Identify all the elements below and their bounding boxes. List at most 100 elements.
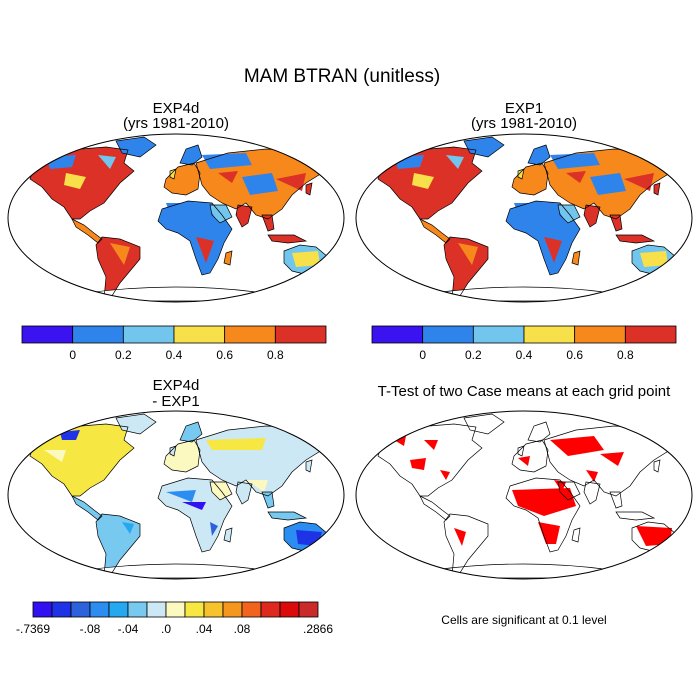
field-patch xyxy=(590,173,626,195)
field-patch xyxy=(394,436,406,446)
coastline-arabia xyxy=(209,204,233,224)
coastline-madagascar xyxy=(223,527,233,543)
field-patch xyxy=(512,488,576,516)
field-patch xyxy=(454,528,466,546)
panel-exp1: EXP1 (yrs 1981-2010) 0 0.2 0.4 0.6 0.8 xyxy=(355,100,693,362)
coastline-northAmerica xyxy=(377,423,483,497)
coastline-scandinavia xyxy=(527,421,551,443)
field-patch xyxy=(544,237,562,263)
field-patch xyxy=(292,251,320,267)
field-patch xyxy=(206,438,266,450)
land-centralAmerica xyxy=(72,496,102,520)
field-patch xyxy=(166,490,196,502)
panel-exp4d-title-line2: (yrs 1981-2010) xyxy=(123,115,229,132)
coastline-uk xyxy=(169,168,177,180)
map-border xyxy=(355,410,693,580)
colorbar-swatch xyxy=(241,601,262,618)
colorbar-swatch xyxy=(274,325,327,344)
main-title: MAM BTRAN (unitless) xyxy=(244,66,440,87)
land-nz xyxy=(334,546,340,558)
map-border xyxy=(355,133,693,303)
coastline-india xyxy=(583,481,601,505)
land-india xyxy=(584,482,600,504)
land-antarctica xyxy=(434,287,612,301)
coastline-africa xyxy=(157,477,233,553)
land-nz xyxy=(682,269,688,281)
field-patch xyxy=(600,452,624,466)
land-scandinavia xyxy=(528,145,550,165)
land-greenland xyxy=(116,137,156,157)
coastline-europe xyxy=(163,439,201,473)
map-border xyxy=(7,410,345,580)
colorbar-tick-label: .2866 xyxy=(303,622,333,636)
colorbar-swatch xyxy=(224,325,276,344)
coastline-indonesia xyxy=(615,234,656,244)
land-antarctica xyxy=(434,564,612,578)
panel-exp4d: EXP4d (yrs 1981-2010) 0 0.2 0.4 0.6 0.8 xyxy=(7,100,345,362)
colorbar-tick-label: 0 xyxy=(69,348,76,362)
land-europe xyxy=(164,163,200,195)
coastline-africa xyxy=(505,477,581,553)
coastline-southAmerica xyxy=(95,236,141,300)
ttest-note: Cells are significant at 0.1 level xyxy=(441,613,606,627)
land-antarctica xyxy=(86,287,264,301)
field-patch xyxy=(514,203,564,225)
coastline-arabia xyxy=(557,204,581,224)
coastline-scandinavia xyxy=(527,144,551,166)
coastline-centralAmerica xyxy=(71,495,103,521)
coastline-europe xyxy=(163,162,201,196)
map-border xyxy=(7,133,345,303)
map-exp4d xyxy=(7,133,345,303)
coastline-centralAmerica xyxy=(71,218,103,244)
coastline-india xyxy=(235,204,253,228)
field-patch xyxy=(122,522,134,534)
coastline-indonesia xyxy=(267,234,308,244)
coastline-africa xyxy=(505,200,581,276)
colorbar-tick-label: -.7369 xyxy=(16,622,50,636)
panel-difference-title-line1: EXP4d xyxy=(153,377,200,394)
coastline-madagascar xyxy=(571,250,581,266)
coastline-scandinavia xyxy=(179,421,203,443)
coastline-seAsia xyxy=(609,491,623,509)
colorbar-swatch xyxy=(173,325,226,344)
colorbar-swatch xyxy=(222,601,243,618)
land-greenland xyxy=(464,414,504,434)
coastline-africa xyxy=(157,200,233,276)
colorbar-exp1: 0 0.2 0.4 0.6 0.8 xyxy=(371,325,677,362)
land-scandinavia xyxy=(180,145,202,165)
colorbar-swatch xyxy=(32,601,53,618)
colorbar-swatch xyxy=(422,325,474,344)
coastline-japan xyxy=(653,182,661,196)
coastline-japan xyxy=(305,182,313,196)
field-patch xyxy=(446,155,464,169)
land-seAsia xyxy=(262,215,274,231)
land-greenland xyxy=(464,137,504,157)
colorbar-swatch xyxy=(624,325,677,344)
coastline-arabia xyxy=(209,481,233,501)
coastline-centralAmerica xyxy=(419,218,451,244)
colorbar-swatch xyxy=(574,325,626,344)
field-patch xyxy=(196,237,214,263)
land-india xyxy=(584,205,600,227)
colorbar-tick-label: 0.4 xyxy=(516,348,533,362)
colorbar-tick-label: 0.6 xyxy=(216,348,233,362)
coastline-uk xyxy=(517,168,525,180)
panel-ttest-title: T-Test of two Case means at each grid po… xyxy=(378,383,671,400)
coastline-centralAmerica xyxy=(419,495,451,521)
colorbar-swatch xyxy=(51,601,72,618)
land-indonesia xyxy=(268,235,306,243)
coastline-scandinavia xyxy=(179,144,203,166)
land-indonesia xyxy=(616,512,654,520)
field-patch xyxy=(242,173,278,195)
land-indonesia xyxy=(616,235,654,243)
colorbar-swatch xyxy=(127,601,148,618)
panel-difference: EXP4d - EXP1 -.7369 -.08 -.04 .0 .04 .08 .2866 xyxy=(7,377,345,636)
coastline-madagascar xyxy=(223,250,233,266)
colorbar-swatch xyxy=(21,325,74,344)
land-southAmerica xyxy=(444,237,488,299)
colorbar-swatch xyxy=(89,601,110,618)
land-centralAmerica xyxy=(72,219,102,243)
coastline-japan xyxy=(305,459,313,473)
map-body xyxy=(8,411,344,579)
